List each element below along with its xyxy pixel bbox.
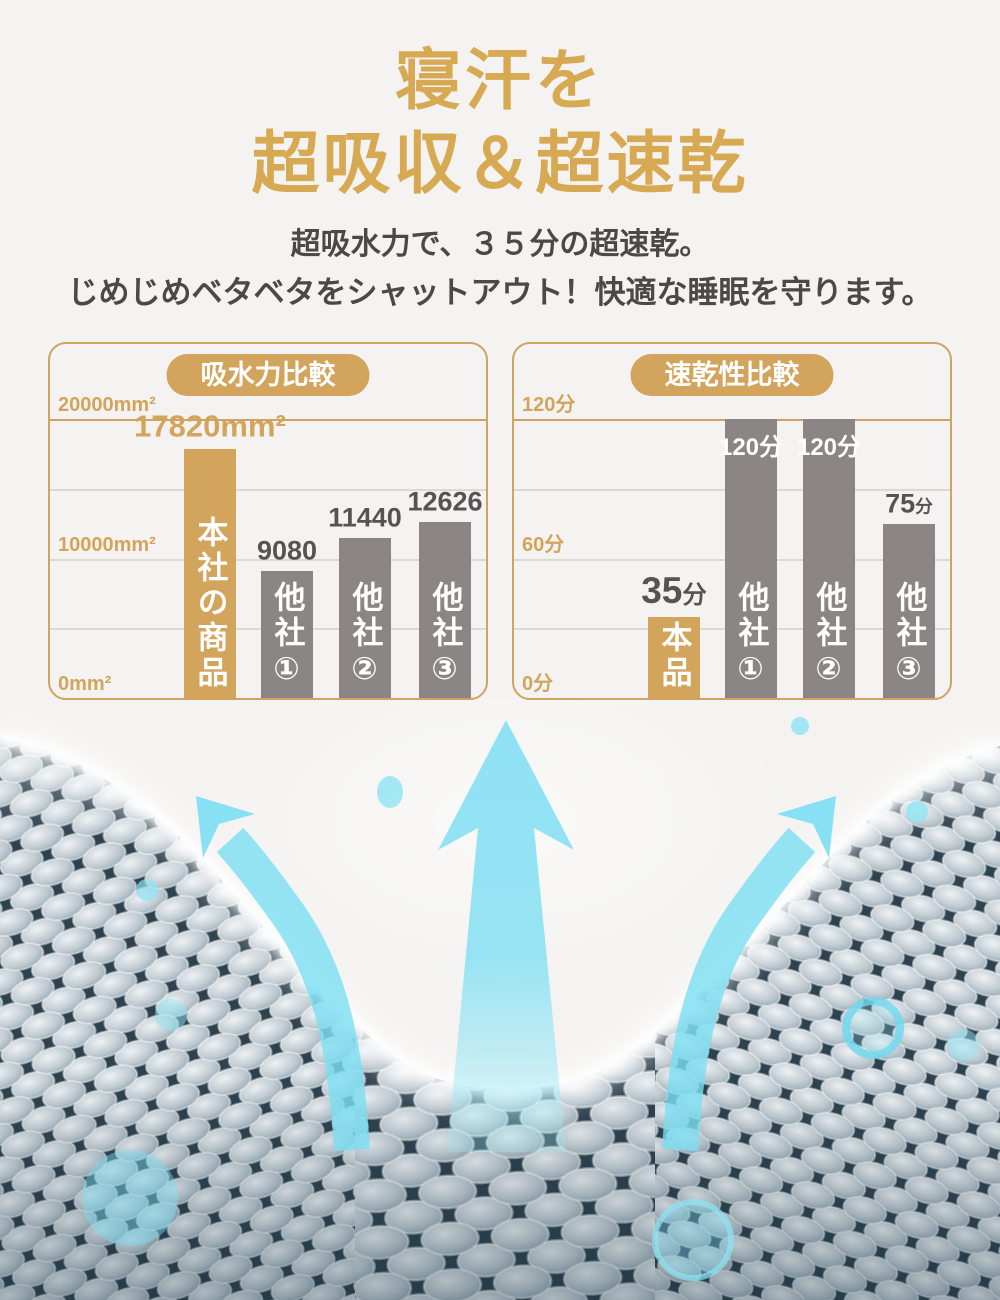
water-droplets [82,717,979,1281]
water-droplet-icon [906,801,928,823]
subtitle-line-1: 超吸水力で、３５分の超速乾。 [290,228,710,261]
bar-name-label: 他社② [347,581,383,691]
y-tick-label: 20000mm² [58,394,156,416]
absorption-chart-title-badge: 吸水力比較 [166,354,370,396]
water-droplet-icon [377,776,403,808]
bar-name-label: 他社① [269,581,305,691]
bar: 他社② 120分 [797,419,861,698]
bar-name-label: 他社② [811,581,847,691]
bar: 他社③ [419,521,471,698]
bar: 本品 [648,616,700,698]
subtitle-line-2: じめじめベタベタをシャットアウト！快適な睡眠を守ります。 [67,274,933,310]
bar: 他社② [339,538,391,698]
bar-value-label: 11440 [328,503,402,534]
quickdry-chart-panel: 速乾性比較 120分 60分 0分 本品 35分 他社① 120分他社② 120分他社③ 75分 [512,342,952,700]
breathability-arrows [196,720,836,1152]
gridline [50,488,486,491]
title-line-2: 超吸収＆超速乾 [251,126,749,203]
y-tick-label: 10000mm² [58,533,156,556]
water-droplet-icon [652,1199,734,1281]
y-tick-label: 0分 [522,673,554,695]
bar-value-label: 12626 [407,486,483,517]
water-droplet-icon [947,1029,979,1061]
up-arrow-icon [438,720,574,1152]
fabric-photo [0,700,1000,1300]
bar-name-label: 本社の商品 [192,516,228,691]
water-droplet-icon [155,999,187,1031]
bar-value-label: 9080 [256,535,318,566]
gridline [50,558,486,561]
page-title: 寝汗を 超吸収＆超速乾 [0,38,1000,208]
absorption-chart-panel: 吸水力比較 20000mm² 10000mm² 0mm² 本社の商品 17820mm² 他… [48,342,488,700]
title-line-1: 寝汗を [395,43,605,117]
y-tick-label: 0mm² [58,673,112,695]
bar: 他社① 120分 [719,419,783,698]
bar-name-label: 他社③ [427,581,463,691]
water-droplet-icon [791,717,809,735]
bar-value-label: 75分 [885,488,933,519]
bar-name-label: 他社③ [891,581,927,691]
bar-name-label: 本品 [656,621,692,691]
absorption-chart-plot: 20000mm² 10000mm² 0mm² 本社の商品 17820mm² 他社① 9080… [50,344,486,698]
water-droplet-icon [842,997,904,1059]
gridline [50,419,486,421]
water-droplet-icon [136,879,158,901]
bar-value-label: 17820mm² [134,408,286,444]
bar: 本社の商品 [184,449,236,698]
quickdry-chart-title-badge: 速乾性比較 [630,354,834,396]
quickdry-chart-plot: 120分 60分 0分 本品 35分 他社① 120分他社② 120分他社③ 75分 [514,344,950,698]
y-tick-label: 120分 [522,394,576,416]
bar: 他社① [261,571,313,698]
bar-value-label: 120分 [796,434,862,461]
water-droplet-icon [82,1150,178,1246]
bar-value-label: 120分 [718,434,784,461]
bar: 他社③ [883,523,935,698]
y-tick-label: 60分 [522,533,565,556]
bar-value-label: 35分 [641,569,707,611]
page-subtitle: 超吸水力で、３５分の超速乾。 じめじめベタベタをシャットアウト！快適な睡眠を守り… [0,222,1000,317]
bar-name-label: 他社① [733,581,769,691]
